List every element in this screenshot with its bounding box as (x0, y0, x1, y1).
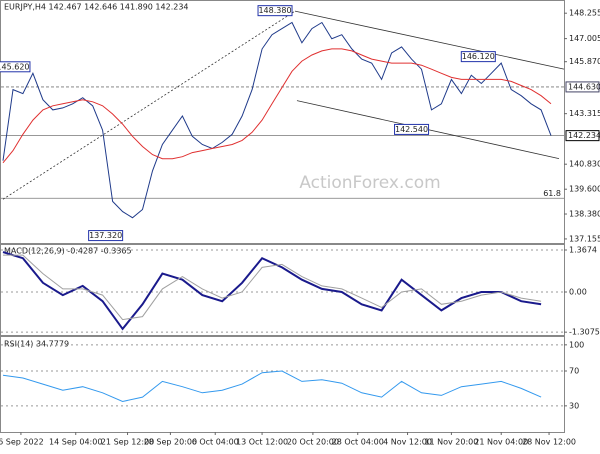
y-tick-label: 138.380 (569, 210, 600, 219)
annotation-label: 142.540 (395, 125, 428, 134)
rsi-title: RSI(14) 34.7779 (4, 340, 69, 349)
level-box (565, 81, 600, 93)
annotation-box (394, 123, 430, 135)
macd-panel (0, 244, 565, 336)
trendline (2, 10, 296, 200)
x-tick-label: 11 Nov 20:00 (424, 438, 478, 447)
annotation-box (0, 61, 31, 73)
series-line (2, 251, 542, 331)
chart-title: EURJPY,H4 142.467 142.646 141.890 142.23… (4, 3, 189, 12)
series-line (2, 370, 542, 403)
y-tick-label: -1.3075 (569, 328, 600, 337)
y-tick-label: 148.255 (569, 9, 600, 18)
annotation-label: 145.620 (0, 62, 30, 71)
y-tick-label: 147.005 (569, 34, 600, 43)
y-tick-label: 70 (569, 366, 579, 375)
y-tick-label: 140.830 (569, 160, 600, 169)
x-tick-label: 6 Sep 2022 (0, 438, 44, 447)
watermark: ActionForex.com (299, 173, 440, 193)
x-tick-label: 14 Sep 04:00 (49, 438, 102, 447)
fib-label: 61.8 (543, 189, 561, 198)
annotation-label: 146.120 (462, 52, 495, 61)
x-tick-label: 13 Oct 12:00 (236, 438, 288, 447)
y-tick-label: 145.870 (569, 57, 600, 66)
y-tick-label: 100 (569, 340, 584, 349)
annotation-label: 137.320 (89, 231, 122, 240)
y-tick-label: 30 (569, 401, 579, 410)
x-tick-label: 28 Nov 12:00 (522, 438, 576, 447)
price-panel (0, 0, 565, 244)
series-line (2, 21, 552, 219)
macd-title: MACD(12,26,9) -0.4287 -0.3365 (4, 247, 132, 256)
x-tick-label: 6 Oct 04:00 (192, 438, 239, 447)
rsi-panel (0, 336, 565, 433)
x-tick-label: 21 Nov 04:00 (474, 438, 528, 447)
y-tick-label: 139.600 (569, 185, 600, 194)
x-tick-label: 20 Oct 20:00 (287, 438, 339, 447)
annotation-box (88, 230, 124, 242)
trendline (294, 10, 565, 70)
level-label: 142.234 (568, 131, 600, 140)
y-tick-label: 1.3674 (569, 245, 597, 254)
y-tick-label: 137.155 (569, 234, 600, 243)
series-line (3, 254, 542, 321)
level-label: 144.630 (568, 82, 600, 91)
x-tick-label: 21 Sep 12:00 (101, 438, 154, 447)
annotation-box (460, 51, 496, 63)
y-tick-label: 0.00 (569, 287, 587, 296)
annotation-label: 148.380 (258, 6, 291, 15)
x-tick-label: 28 Oct 04:00 (332, 438, 384, 447)
series-line (2, 48, 552, 164)
x-tick-label: 4 Nov 12:00 (383, 438, 432, 447)
y-tick-label: 143.315 (569, 109, 600, 118)
annotation-box (257, 5, 293, 17)
level-box (565, 130, 600, 142)
x-tick-label: 28 Sep 20:00 (144, 438, 197, 447)
